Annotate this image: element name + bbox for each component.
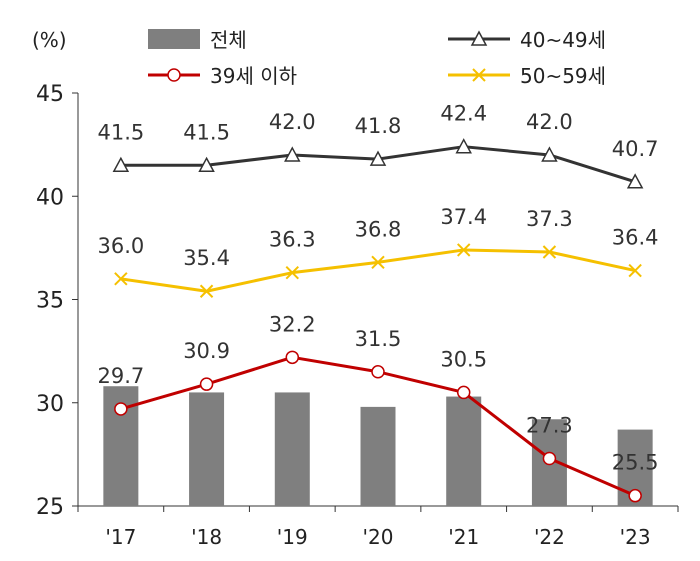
series-point	[284, 146, 301, 162]
data-label: 30.9	[183, 339, 230, 363]
series-point	[112, 156, 130, 173]
bar	[360, 406, 396, 506]
y-tick-label: 30	[36, 392, 64, 417]
legend-swatch-total	[148, 29, 200, 49]
series-point	[541, 146, 558, 162]
x-tick-label: '20	[363, 525, 394, 549]
data-label: 31.5	[355, 327, 402, 351]
legend-marker-40s	[470, 30, 488, 46]
series-point	[199, 377, 214, 391]
series-point	[198, 156, 215, 173]
data-label: 25.5	[612, 451, 659, 475]
series-point	[371, 365, 385, 379]
legend-label-50s: 50~59세	[520, 64, 606, 88]
data-label: 36.0	[97, 234, 144, 258]
data-label: 42.4	[440, 102, 487, 126]
legend-label-total: 전체	[210, 28, 247, 52]
series-point	[542, 451, 557, 466]
bar	[189, 392, 225, 506]
data-label: 41.8	[355, 114, 402, 138]
series-point	[626, 173, 644, 189]
series-point	[371, 255, 385, 270]
x-tick-label: '17	[105, 525, 136, 549]
series-point	[628, 488, 642, 503]
legend-marker-under39	[167, 68, 181, 82]
data-label: 41.5	[97, 120, 144, 144]
data-label: 36.3	[269, 228, 316, 252]
series-point	[285, 350, 300, 365]
data-label: 37.4	[440, 205, 487, 229]
series-point	[455, 138, 472, 154]
x-tick-label: '21	[448, 525, 479, 549]
data-label: 42.0	[269, 110, 316, 134]
data-label: 42.0	[526, 110, 573, 134]
data-label: 40.7	[612, 137, 659, 161]
series-point	[114, 402, 128, 416]
y-tick-label: 35	[36, 289, 64, 314]
series-point	[114, 272, 128, 286]
plot-area: 25 30 35 40 45 '17 '18 '19 '20 '21 '22 '23 41.5 41.5 4…	[36, 82, 679, 549]
y-tick-label: 40	[36, 185, 64, 210]
series-point	[628, 263, 642, 278]
data-label: 29.7	[97, 364, 144, 388]
y-unit-label: (%)	[32, 28, 67, 52]
data-label: 30.5	[440, 347, 487, 371]
x-tick-label: '19	[277, 525, 308, 549]
data-label: 35.4	[183, 246, 230, 270]
legend: 전체 40~49세 39세 이하 50~59세	[148, 28, 606, 88]
data-label: 27.3	[526, 414, 573, 438]
data-label: 36.4	[612, 226, 659, 250]
bar	[274, 392, 310, 506]
legend-marker-50s	[472, 68, 486, 82]
legend-label-under39: 39세 이하	[210, 64, 297, 88]
series-point	[542, 245, 557, 259]
series-point	[199, 284, 214, 298]
data-label: 37.3	[526, 207, 573, 231]
data-label: 32.2	[269, 312, 316, 336]
series-point	[285, 265, 299, 280]
y-tick-label: 45	[36, 82, 64, 107]
data-label: 41.5	[183, 120, 230, 144]
bar	[446, 396, 482, 506]
x-tick-label: '22	[534, 525, 565, 549]
x-tick-label: '18	[191, 525, 222, 549]
y-tick-label: 25	[36, 495, 64, 520]
series-point	[457, 243, 471, 257]
data-label: 36.8	[355, 217, 402, 241]
series-point	[369, 150, 387, 166]
legend-label-40s: 40~49세	[520, 28, 606, 52]
x-tick-label: '23	[620, 525, 651, 549]
series-point	[456, 385, 471, 400]
